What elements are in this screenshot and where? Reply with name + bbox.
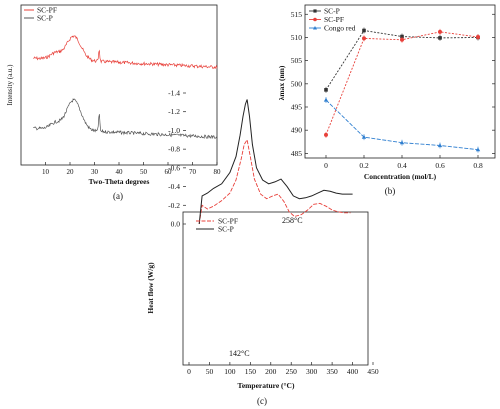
point-1-4 xyxy=(476,34,480,39)
x-tick-label-60: 60 xyxy=(165,168,173,176)
dsc-curve-sc-pf xyxy=(198,138,351,225)
point-1-1 xyxy=(362,36,366,41)
y-tick-label-490: 490 xyxy=(291,126,303,135)
legend-label-0: SC-P xyxy=(324,7,340,16)
y-tick-label-0.0: 0.0 xyxy=(171,220,181,229)
point-0-0 xyxy=(324,88,328,92)
panel-b-ticks: 0 0.2 0.4 0.6 0.8 485 490 495 500 505 510 515 xyxy=(291,10,495,170)
x-tick-label-400: 400 xyxy=(347,367,359,376)
panel-a-ylabel: Intensity (a.u.) xyxy=(6,64,14,106)
annotation-142c: 142°C xyxy=(229,349,250,358)
y-tick-label--1.0: -1.0 xyxy=(168,126,180,135)
panel-b-ylabel: λmax (nm) xyxy=(277,65,286,100)
x-tick-label-40: 40 xyxy=(116,168,124,176)
x-tick-label-0.8: 0.8 xyxy=(473,161,483,170)
point-2-2 xyxy=(399,140,405,145)
panel-c-ticks: 0 50 100 150 200 250 300 350 400 450 0.0 -0.2 -0.4 -0… xyxy=(168,89,379,377)
x-tick-label-0: 0 xyxy=(187,367,191,376)
y-tick-label--0.2: -0.2 xyxy=(168,201,180,210)
xrd-curve-sc-p xyxy=(33,98,218,140)
y-tick-label--1.4: -1.4 xyxy=(168,89,180,98)
panel-b: 0 0.2 0.4 0.6 0.8 485 490 495 500 505 510 515 SC-PS… xyxy=(277,4,496,196)
series-line-1 xyxy=(325,31,479,135)
panel-c-label: (c) xyxy=(257,396,267,406)
point-0-2 xyxy=(400,34,404,39)
legend-sc-p-label: SC-P xyxy=(37,14,53,23)
point-1-3 xyxy=(438,29,442,34)
legend-marker-0 xyxy=(313,9,317,13)
y-tick-label-485: 485 xyxy=(291,149,303,158)
y-tick-label-500: 500 xyxy=(291,79,303,88)
panel-c-xlabel: Temperature (°C) xyxy=(238,381,295,390)
panel-c: 0 50 100 150 200 250 300 350 400 450 0.0 -0.2 -0.4 -0… xyxy=(146,89,379,407)
point-2-0 xyxy=(323,97,329,102)
x-tick-label-20: 20 xyxy=(67,168,75,176)
legend-sc-pf-label: SC-PF xyxy=(218,217,238,226)
panel-a-frame xyxy=(20,4,218,166)
y-tick-label--1.2: -1.2 xyxy=(168,107,180,116)
point-2-4 xyxy=(475,147,481,152)
y-tick-label-505: 505 xyxy=(291,56,303,65)
panel-a-label: (a) xyxy=(113,191,123,201)
legend-label-1: SC-PF xyxy=(324,15,344,24)
panel-c-ylabel: Heat flow (W/g) xyxy=(146,262,155,314)
point-2-1 xyxy=(361,134,367,139)
panel-a: SC-PF SC-P 10 20 30 40 50 60 70 80 Intensity (a… xyxy=(6,4,221,201)
dsc-curve-sc-p xyxy=(198,99,353,225)
x-tick-label-0.2: 0.2 xyxy=(359,161,369,170)
point-0-1 xyxy=(362,28,366,33)
x-tick-label-250: 250 xyxy=(286,367,298,376)
x-tick-label-300: 300 xyxy=(306,367,318,376)
x-tick-label-0: 0 xyxy=(324,161,328,170)
panel-c-frame xyxy=(182,211,369,366)
x-tick-label-200: 200 xyxy=(265,367,277,376)
point-2-3 xyxy=(437,143,443,148)
x-tick-label-350: 350 xyxy=(326,367,338,376)
legend-label-2: Congo red xyxy=(324,24,356,33)
x-tick-label-50: 50 xyxy=(140,168,148,176)
point-0-3 xyxy=(438,36,442,40)
panel-a-legend: SC-PF SC-P xyxy=(24,6,57,23)
panel-a-x-ticks: 10 20 30 40 50 60 70 80 xyxy=(42,162,221,176)
x-tick-label-150: 150 xyxy=(245,367,257,376)
x-tick-label-0.6: 0.6 xyxy=(435,161,445,170)
y-tick-label-515: 515 xyxy=(291,10,303,19)
y-tick-label--0.8: -0.8 xyxy=(168,145,180,154)
panel-b-series xyxy=(323,27,481,153)
x-tick-label-450: 450 xyxy=(367,367,379,376)
y-tick-label-510: 510 xyxy=(291,33,303,42)
panel-b-label: (b) xyxy=(385,186,396,196)
x-tick-label-70: 70 xyxy=(189,168,197,176)
legend-marker-2 xyxy=(313,26,317,30)
point-1-2 xyxy=(400,37,404,42)
x-tick-label-100: 100 xyxy=(224,367,236,376)
x-tick-label-50: 50 xyxy=(206,367,214,376)
x-tick-label-80: 80 xyxy=(214,168,222,176)
legend-sc-pf-label: SC-PF xyxy=(37,6,57,15)
y-tick-label--0.6: -0.6 xyxy=(168,163,180,172)
annotation-258c: 258°C xyxy=(282,216,303,225)
panel-b-frame xyxy=(304,4,496,159)
y-tick-label--0.4: -0.4 xyxy=(168,182,180,191)
xrd-curve-sc-pf xyxy=(33,35,218,70)
x-tick-label-30: 30 xyxy=(91,168,99,176)
point-1-0 xyxy=(324,132,328,137)
legend-marker-1 xyxy=(313,17,317,22)
panel-b-xlabel: Concentration (mol/L) xyxy=(364,172,437,181)
x-tick-label-0.4: 0.4 xyxy=(397,161,407,170)
legend-sc-p-label: SC-P xyxy=(218,225,234,234)
panel-c-legend: SC-PF SC-P xyxy=(196,217,238,234)
y-tick-label-495: 495 xyxy=(291,103,303,112)
x-tick-label-10: 10 xyxy=(42,168,50,176)
panel-a-xlabel: Two-Theta degrees xyxy=(89,177,150,186)
